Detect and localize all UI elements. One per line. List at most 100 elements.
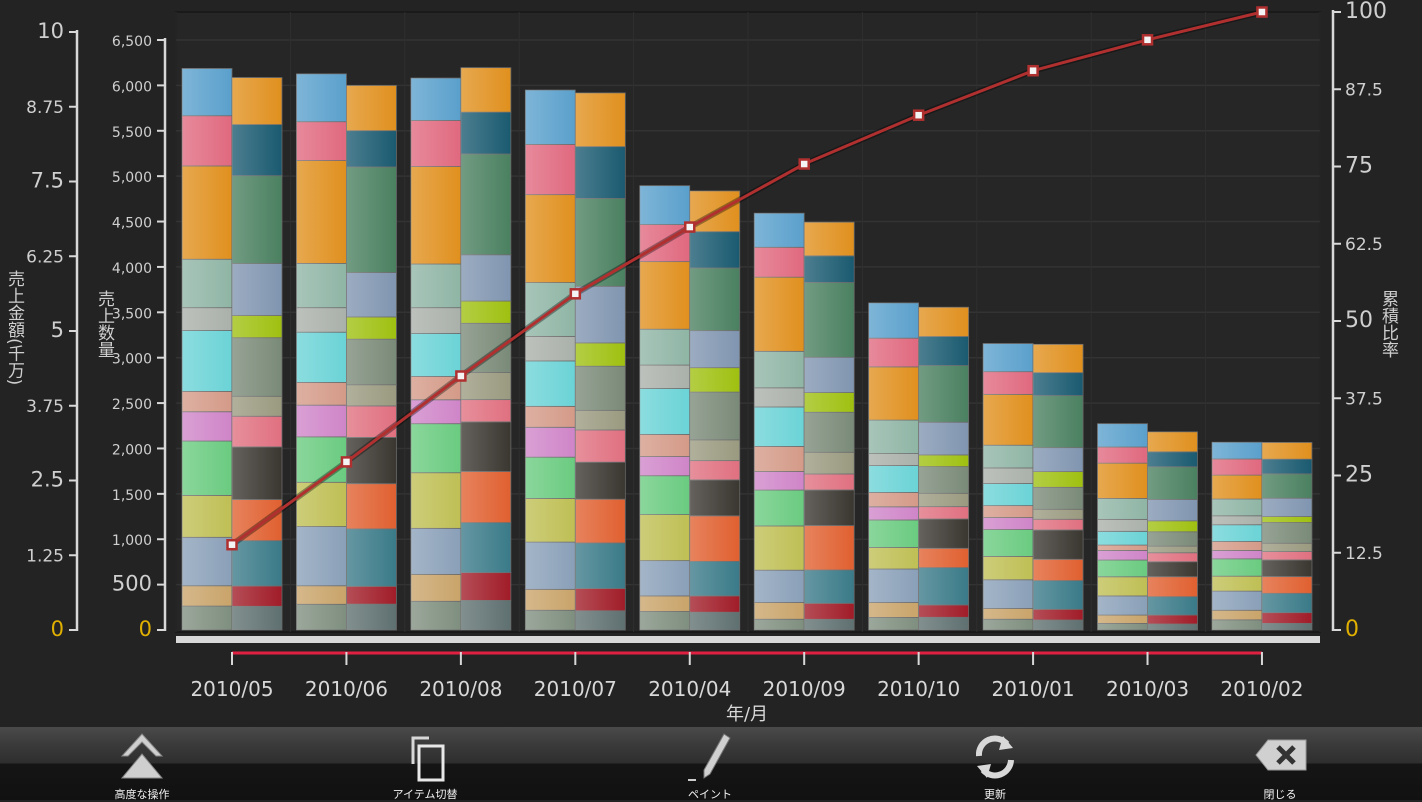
right-axis-tick-label: 50 xyxy=(1345,308,1373,333)
middle-axis-tick-label: 6,000 xyxy=(112,79,152,95)
close-label: 閉じる xyxy=(1263,788,1297,801)
advanced-operations-button[interactable]: 高度な操作 xyxy=(72,727,212,801)
pencil-icon xyxy=(688,733,731,781)
advanced-operations-label: 高度な操作 xyxy=(114,788,170,801)
bar-sheen xyxy=(575,92,626,631)
middle-axis-tick-label: 5,000 xyxy=(112,170,152,186)
axes: 01.252.53.7556.257.58.751005001,0001,500… xyxy=(26,0,1387,642)
x-axis-tick-label: 2010/07 xyxy=(534,677,617,701)
refresh-button[interactable]: 更新 xyxy=(925,727,1065,801)
middle-axis-tick-label: 500 xyxy=(112,572,152,596)
quantity-stacked-bar xyxy=(1147,431,1198,631)
x-axis-title: 年/月 xyxy=(726,704,768,725)
middle-axis-tick-label: 1,500 xyxy=(112,488,152,504)
middle-axis-tick-label: 2,500 xyxy=(112,397,152,413)
middle-axis-tick-label: 4,000 xyxy=(112,261,152,277)
left-axis-tick-label: 1.25 xyxy=(26,546,64,566)
bar-sheen xyxy=(460,67,511,630)
line-point xyxy=(226,538,238,551)
bar-sheen xyxy=(410,78,461,630)
refresh-label: 更新 xyxy=(984,788,1006,801)
middle-axis-tick-label: 5,500 xyxy=(112,125,152,141)
amount-stacked-bar xyxy=(868,302,920,631)
switch-items-button[interactable]: アイテム切替 xyxy=(355,727,495,801)
bar-sheen xyxy=(689,190,740,631)
line-point xyxy=(798,158,810,170)
line-point xyxy=(1256,6,1268,18)
x-axis: 2010/05 2010/06 2010/08 2010/07 2010/04 2010/… xyxy=(190,651,1304,701)
line-point xyxy=(912,109,925,121)
x-axis-tick-label: 2010/09 xyxy=(763,677,846,701)
right-axis-tick-label: 25 xyxy=(1345,463,1373,488)
bar-sheen xyxy=(754,213,805,630)
line-point xyxy=(684,221,696,233)
bar-sheen xyxy=(918,307,969,630)
switch-items-label: アイテム切替 xyxy=(392,788,458,801)
middle-axis-tick-label: 3,000 xyxy=(112,352,152,368)
right-axis-tick-label: 100 xyxy=(1345,0,1387,24)
bar-sheen xyxy=(983,343,1034,630)
left-axis-title: 売上金額(千万) xyxy=(4,270,24,386)
quantity-stacked-bar xyxy=(231,77,283,631)
bar-sheen xyxy=(1097,423,1148,630)
close-backspace-icon xyxy=(1255,739,1307,771)
quantity-stacked-bar xyxy=(1032,343,1084,631)
right-axis-tick-label: 75 xyxy=(1345,154,1373,179)
x-axis-tick-label: 2010/01 xyxy=(992,677,1075,701)
quantity-stacked-bar xyxy=(918,306,970,631)
scroll-bar[interactable] xyxy=(176,636,1320,643)
left-axis-tick-label: 8.75 xyxy=(26,98,64,118)
middle-axis-tick-label: 2,000 xyxy=(112,442,152,458)
middle-axis-tick-label: 4,500 xyxy=(112,216,152,232)
bar-sheen xyxy=(639,185,690,630)
left-axis-tick-label: 7.5 xyxy=(31,169,64,193)
pareto-chart: 01.252.53.7556.257.58.751005001,0001,500… xyxy=(26,0,1387,725)
x-axis-tick-label: 2010/02 xyxy=(1220,677,1303,701)
paint-label: ペイント xyxy=(688,788,732,801)
double-chevron-up-icon xyxy=(120,733,164,779)
left-axis-tick-label: 5 xyxy=(51,318,64,342)
bars xyxy=(181,67,1313,631)
x-axis-tick-label: 2010/06 xyxy=(305,677,388,701)
line-point xyxy=(340,456,353,468)
left-axis-tick-label: 6.25 xyxy=(26,247,64,267)
bar-sheen xyxy=(1033,344,1084,630)
switch-items-icon xyxy=(411,736,445,782)
quantity-stacked-bar xyxy=(1261,442,1313,631)
left-axis-tick-label: 10 xyxy=(37,19,64,43)
line-point xyxy=(1141,34,1154,46)
right-axis-title: 累積比率 xyxy=(1378,290,1398,358)
quantity-stacked-bar xyxy=(346,85,397,631)
amount-stacked-bar xyxy=(639,185,691,631)
bar-sheen xyxy=(232,77,282,630)
bar-sheen xyxy=(182,68,232,630)
close-button[interactable]: 閉じる xyxy=(1210,727,1350,801)
quantity-stacked-bar xyxy=(689,190,741,631)
middle-axis-tick-label: 3,500 xyxy=(112,306,152,322)
quantity-stacked-bar xyxy=(803,221,855,631)
x-axis-tick-label: 2010/05 xyxy=(190,677,273,701)
bar-sheen xyxy=(346,85,397,630)
line-point xyxy=(455,370,467,382)
bar-sheen xyxy=(804,222,855,631)
amount-stacked-bar xyxy=(1211,441,1263,631)
paint-button[interactable]: ペイント xyxy=(640,727,780,801)
line-series xyxy=(231,10,1263,546)
x-axis-tick-label: 2010/04 xyxy=(648,677,731,701)
line-point xyxy=(569,288,582,300)
amount-stacked-bar xyxy=(296,73,347,631)
line-point xyxy=(1027,64,1039,77)
middle-axis-tick-label: 6,500 xyxy=(112,34,152,50)
x-axis-tick-label: 2010/03 xyxy=(1106,677,1189,701)
amount-stacked-bar xyxy=(982,343,1034,631)
bottom-toolbar: 高度な操作 アイテム切替 ペイント 更新 閉じる xyxy=(0,727,1422,801)
bar-sheen xyxy=(1211,442,1262,630)
middle-axis-title: 売上数量 xyxy=(94,290,114,358)
bar-sheen xyxy=(525,90,576,631)
middle-axis-tick-label: 0 xyxy=(139,617,152,641)
bar-sheen xyxy=(296,73,347,631)
bar-sheen xyxy=(868,302,919,630)
left-axis-tick-label: 2.5 xyxy=(31,468,64,492)
left-axis-tick-label: 3.75 xyxy=(26,397,64,417)
amount-stacked-bar xyxy=(410,77,462,631)
